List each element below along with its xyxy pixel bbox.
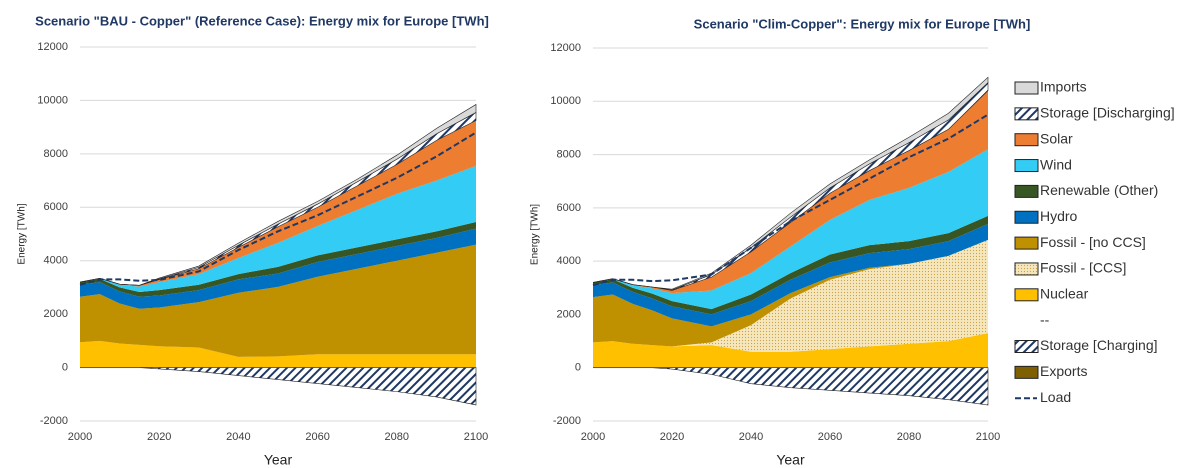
legend-swatch [1014,184,1039,198]
legend-label: Fossil - [no CCS] [1040,234,1146,250]
y-tick-label: 4000 [44,255,68,267]
y-tick-label: 4000 [557,255,581,267]
x-tick-label: 2080 [385,431,409,443]
y-axis-title: Energy [TWh] [17,203,28,264]
legend-swatch [1014,133,1039,147]
legend-swatch [1014,340,1039,353]
legend-swatch [1014,262,1039,276]
legend-label: Fossil - [CCS] [1040,260,1126,276]
x-tick-label: 2060 [305,431,329,443]
y-tick-label: 0 [575,362,581,374]
x-tick-label: 2040 [226,431,250,443]
legend-label: Renewable (Other) [1040,182,1158,198]
y-tick-label: 12000 [37,41,68,53]
chart-title: Scenario "Clim-Copper": Energy mix for E… [694,16,1031,31]
area [593,367,989,406]
area [80,221,476,297]
x-tick-label: 2100 [464,431,488,443]
legend-separator: -- [1040,311,1050,327]
area [80,244,476,357]
area [593,149,988,310]
area [80,228,476,309]
legend-swatch [1014,107,1039,121]
x-tick-label: 2020 [660,431,684,443]
area [592,76,989,291]
x-tick-label: 2020 [147,431,171,443]
y-tick-label: 2000 [557,308,581,320]
legend-label: Storage [Charging] [1040,337,1158,353]
y-tick-label: 10000 [550,95,581,107]
area [593,239,988,352]
area [593,333,988,368]
x-tick-label: 2060 [818,431,842,443]
legend-swatch [1014,288,1039,302]
y-tick-label: 2000 [44,308,68,320]
area [80,165,476,292]
load-line [592,113,989,287]
x-axis-title: Year [776,452,805,468]
area [80,340,476,368]
legend-swatch [1014,159,1039,173]
area [80,367,477,406]
legend-swatch [1014,81,1039,95]
x-tick-label: 2080 [897,431,921,443]
load-line [79,131,477,286]
legend-label: Solar [1040,130,1073,146]
legend-swatch [1014,210,1039,224]
x-tick-label: 2040 [739,431,763,443]
legend-label: Nuclear [1040,286,1089,302]
x-axis-title: Year [264,452,293,468]
x-tick-label: 2000 [68,431,92,443]
legend-label: Load [1040,389,1071,405]
legend-label: Wind [1040,156,1072,172]
x-tick-label: 2100 [976,431,1000,443]
area [79,103,477,286]
chart-title: Scenario "BAU - Copper" (Reference Case)… [35,13,489,28]
y-tick-label: 6000 [557,202,581,214]
legend-label: Hydro [1040,208,1078,224]
y-tick-label: 10000 [37,94,68,106]
y-tick-label: -2000 [40,415,68,427]
legend-swatch [1014,365,1039,379]
y-tick-label: 0 [62,361,68,373]
legend-label: Exports [1040,363,1087,379]
y-tick-label: 12000 [550,42,581,54]
legend-label: Storage [Discharging] [1040,105,1175,121]
y-axis-title: Energy [TWh] [530,204,541,265]
y-tick-label: 6000 [44,201,68,213]
x-tick-label: 2000 [581,431,605,443]
y-tick-label: 8000 [557,148,581,160]
legend-label: Imports [1040,79,1087,95]
y-tick-label: 8000 [44,148,68,160]
y-tick-label: -2000 [553,415,581,427]
legend-swatch [1014,236,1039,250]
